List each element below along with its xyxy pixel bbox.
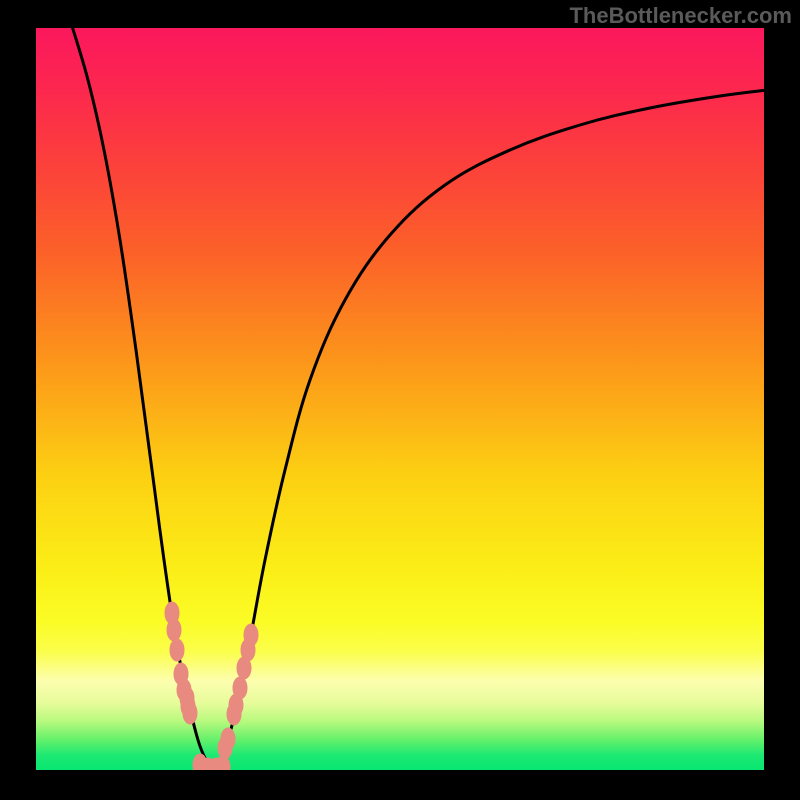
watermark-text: TheBottlenecker.com [569, 3, 792, 29]
chart-gradient-background [36, 28, 764, 770]
marker-left [183, 702, 197, 724]
marker-right [227, 703, 241, 725]
marker-right [218, 737, 232, 759]
chart-container: TheBottlenecker.com [0, 0, 800, 800]
marker-left [167, 619, 181, 641]
marker-right [237, 657, 251, 679]
bottleneck-chart [0, 0, 800, 800]
marker-left [170, 639, 184, 661]
